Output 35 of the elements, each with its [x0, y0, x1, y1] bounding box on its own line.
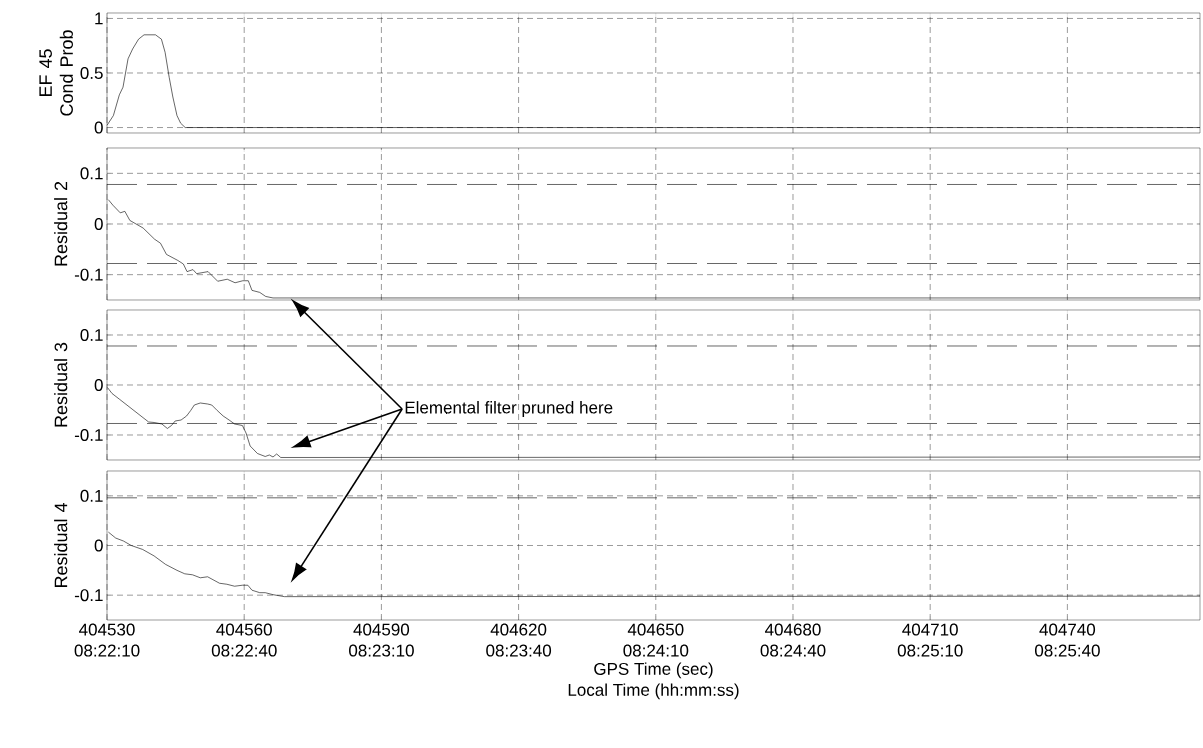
x2-tick-label: 08:24:10: [623, 644, 689, 657]
x-tick-label: 404650: [627, 623, 684, 636]
y-tick-label: 0.1: [80, 167, 103, 180]
x-axis-title: GPS Time (sec): [594, 662, 713, 679]
y-tick-label: 0.5: [80, 66, 103, 80]
x-tick-label: 404590: [353, 623, 410, 636]
x2-tick-label: 08:23:10: [349, 644, 414, 657]
y-axis-title: EF 45 Cond Prob: [39, 30, 73, 116]
x-tick-label: 404530: [79, 623, 135, 636]
x2-tick-label: 08:24:40: [760, 644, 826, 657]
x-tick-label: 404710: [902, 623, 958, 636]
x2-axis-title: Local Time (hh:mm:ss): [568, 683, 739, 700]
y-tick-label: -0.1: [74, 589, 103, 602]
y-tick-label: 0: [94, 539, 103, 552]
x-tick-label: 404740: [1039, 623, 1096, 636]
annotation: Elemental filter pruned here: [405, 401, 613, 417]
x2-tick-label: 08:22:40: [211, 644, 277, 657]
x2-tick-label: 08:23:40: [486, 644, 552, 657]
x-tick-label: 404620: [490, 623, 547, 636]
y-axis-title: Residual 4: [54, 503, 68, 588]
y-tick-label: 1: [95, 12, 103, 25]
x2-tick-label: 08:22:10: [74, 644, 140, 657]
y-tick-label: 0.1: [80, 328, 103, 342]
x-tick-label: 404560: [216, 623, 272, 636]
y-tick-label: 0: [94, 378, 103, 392]
x2-tick-label: 08:25:10: [897, 644, 963, 657]
x2-tick-label: 08:25:40: [1035, 644, 1100, 657]
y-axis-title: Residual 2: [54, 181, 68, 266]
y-axis-title: Residual 3: [54, 342, 68, 427]
y-tick-label: -0.1: [74, 428, 103, 442]
y-tick-label: 0.1: [80, 489, 103, 502]
x-tick-label: 404680: [765, 623, 821, 636]
y-tick-label: 0: [94, 121, 103, 134]
y-tick-label: -0.1: [74, 268, 103, 281]
y-tick-label: 0: [94, 217, 103, 231]
